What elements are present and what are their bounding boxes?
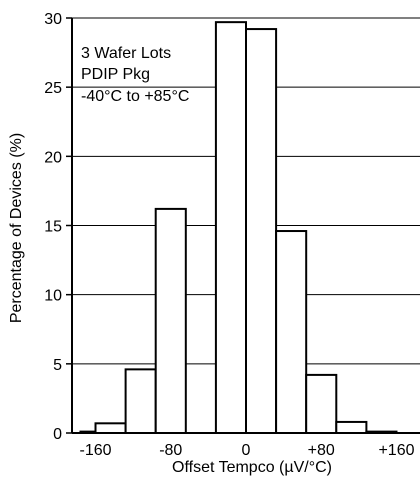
histogram-bar-1 (94, 422, 127, 435)
ticks-layer: 0 5 10 15 20 25 30 -160 -80 0 +80 +160 (44, 11, 414, 459)
x-tick-label-0: -160 (79, 442, 111, 459)
bars-layer (79, 21, 398, 435)
x-axis-label: Offset Tempco (µV/°C) (172, 459, 332, 476)
histogram-bar-7 (305, 373, 338, 434)
y-tick-label-10: 10 (44, 288, 62, 305)
annotation-layer: 3 Wafer Lots PDIP Pkg -40°C to +85°C (81, 45, 189, 105)
histogram-bar-6 (275, 230, 308, 434)
annotation-line-1: 3 Wafer Lots (81, 45, 171, 62)
y-tick-label-30: 30 (44, 11, 62, 28)
histogram-bar-2 (124, 368, 157, 435)
histogram-bar-5 (245, 28, 278, 434)
y-tick-label-5: 5 (53, 357, 62, 374)
x-tick-label-2: 0 (242, 442, 251, 459)
histogram-bar-4 (214, 21, 248, 435)
histogram-bar-8 (335, 420, 368, 434)
y-tick-label-0: 0 (53, 426, 62, 443)
x-tick-label-1: -80 (159, 442, 182, 459)
y-axis-label: Percentage of Devices (%) (8, 133, 25, 323)
y-tick-label-25: 25 (44, 80, 62, 97)
histogram-bar-3 (154, 207, 187, 434)
annotation-line-2: PDIP Pkg (81, 66, 150, 83)
annotation-line-3: -40°C to +85°C (81, 88, 189, 105)
x-tick-label-4: +160 (378, 442, 414, 459)
y-tick-label-20: 20 (44, 149, 62, 166)
x-tick-label-3: +80 (308, 442, 335, 459)
y-tick-label-15: 15 (44, 219, 62, 236)
